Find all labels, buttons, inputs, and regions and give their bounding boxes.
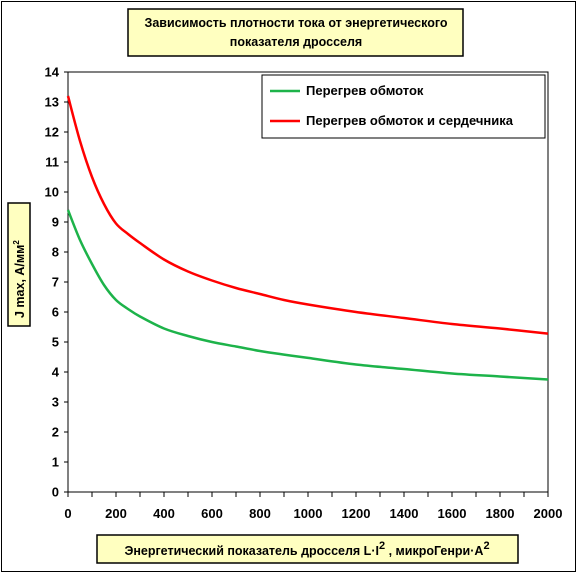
series-line-winding-core-overheat (66, 95, 549, 335)
y-tick-label: 9 (52, 215, 59, 230)
plot-area (67, 71, 549, 493)
x-tick-label: 1600 (438, 506, 467, 521)
chart-title-line2: показателя дросселя (230, 35, 362, 49)
x-axis-label: Энергетический показатель дросселя L·I2 … (124, 540, 489, 558)
x-tick-label: 2000 (534, 506, 563, 521)
x-tick-label: 1800 (486, 506, 515, 521)
y-tick-label: 5 (52, 335, 59, 350)
y-tick-label: 6 (52, 305, 59, 320)
title-box: Зависимость плотности тока от энергетиче… (127, 8, 464, 57)
y-tick-label: 14 (45, 65, 60, 80)
series-group (66, 95, 549, 381)
x-tick-label: 1400 (390, 506, 419, 521)
y-axis-label-box: J max, А/мм2 (7, 202, 31, 327)
legend-box (261, 74, 546, 139)
x-tick-label: 200 (105, 506, 127, 521)
y-tick-label: 3 (52, 395, 59, 410)
y-tick-label: 7 (52, 275, 59, 290)
x-axis-label-background (96, 534, 519, 564)
y-tick-label: 8 (52, 245, 59, 260)
y-tick-label: 4 (52, 365, 60, 380)
y-tick-label: 2 (52, 425, 59, 440)
y-axis-label-background (7, 202, 31, 327)
y-tick-label: 13 (45, 95, 59, 110)
y-tick-label: 10 (45, 185, 59, 200)
legend-label-green: Перегрев обмоток (306, 83, 424, 98)
x-tick-label: 800 (249, 506, 271, 521)
x-tick-label: 0 (64, 506, 71, 521)
y-tick-label: 0 (52, 485, 59, 500)
legend-label-red: Перегрев обмоток и сердечника (306, 113, 514, 128)
x-tick-label: 1000 (294, 506, 323, 521)
x-tick-label: 1200 (342, 506, 371, 521)
y-axis-label: J max, А/мм2 (12, 240, 27, 318)
series-line-winding-overheat (66, 209, 549, 381)
x-tick-label: 600 (201, 506, 223, 521)
y-tick-label: 12 (45, 125, 59, 140)
x-tick-label: 400 (153, 506, 175, 521)
legend: Перегрев обмоток Перегрев обмоток и серд… (261, 74, 546, 139)
chart-title-line1: Зависимость плотности тока от энергетиче… (144, 16, 447, 30)
x-axis-label-box: Энергетический показатель дросселя L·I2 … (96, 534, 519, 564)
y-tick-label: 1 (52, 455, 59, 470)
y-tick-label: 11 (45, 155, 59, 170)
title-background (127, 8, 464, 57)
